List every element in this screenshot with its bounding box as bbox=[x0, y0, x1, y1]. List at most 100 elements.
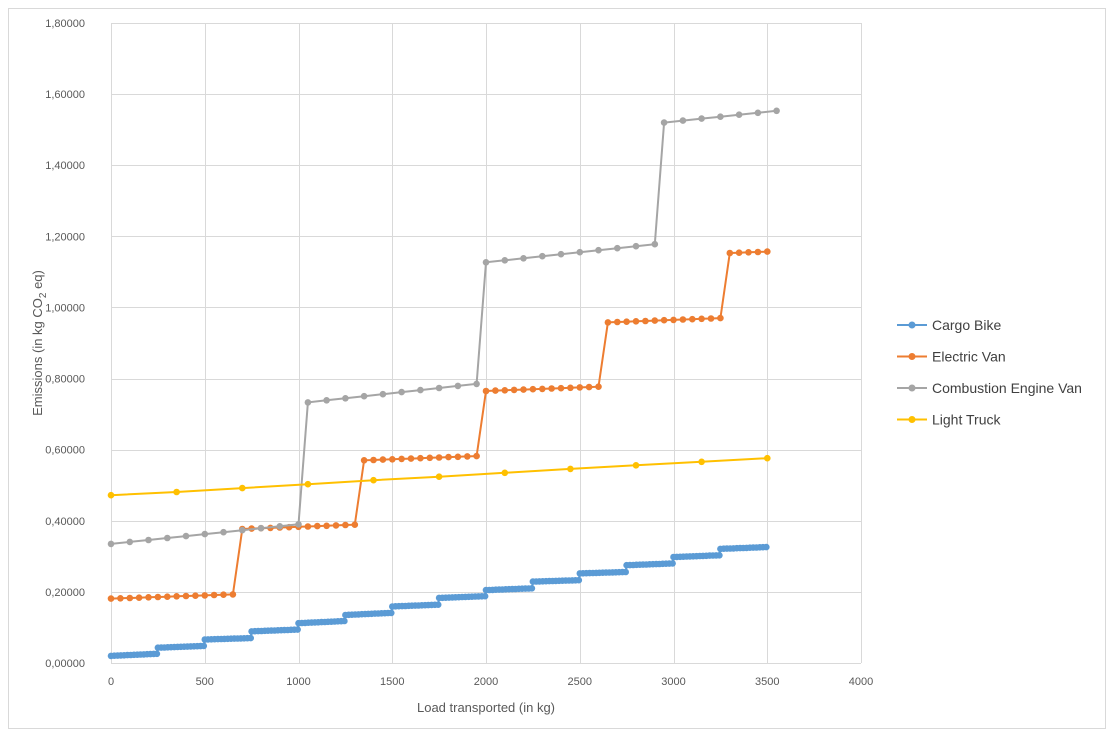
data-point bbox=[398, 455, 405, 463]
data-point bbox=[689, 315, 696, 323]
data-point bbox=[764, 248, 771, 255]
legend-label: Light Truck bbox=[932, 412, 1001, 428]
data-point bbox=[445, 453, 452, 461]
data-point bbox=[698, 458, 705, 466]
x-tick-label: 0 bbox=[108, 676, 114, 688]
legend: Cargo Bike Electric Van Combustion Engine … bbox=[897, 317, 1082, 428]
data-point bbox=[717, 113, 724, 120]
legend-item: Light Truck bbox=[897, 412, 1001, 428]
data-point bbox=[482, 387, 490, 395]
data-point bbox=[716, 552, 723, 559]
data-point bbox=[717, 314, 724, 322]
data-point bbox=[370, 476, 377, 484]
x-tick-label: 4000 bbox=[849, 676, 873, 688]
data-point bbox=[398, 388, 405, 396]
data-point bbox=[520, 254, 527, 262]
data-point bbox=[220, 528, 227, 536]
legend-swatch-marker bbox=[908, 416, 916, 423]
data-point bbox=[614, 244, 621, 252]
y-axis-title-end: eq) bbox=[30, 270, 45, 292]
data-point bbox=[229, 591, 237, 598]
x-tick-label: 1000 bbox=[286, 676, 310, 688]
data-point bbox=[239, 526, 246, 534]
data-point bbox=[492, 387, 499, 394]
data-point bbox=[567, 465, 574, 473]
data-point bbox=[323, 397, 330, 404]
data-point bbox=[623, 318, 630, 326]
legend-label: Cargo Bike bbox=[932, 317, 1001, 333]
data-point bbox=[698, 115, 705, 122]
data-point bbox=[323, 522, 330, 530]
y-tick-label: 1,60000 bbox=[45, 89, 85, 101]
data-point bbox=[314, 522, 321, 530]
legend-swatch-marker bbox=[908, 384, 916, 392]
data-point bbox=[417, 454, 424, 462]
data-point bbox=[567, 384, 574, 392]
data-point bbox=[454, 453, 462, 461]
data-point bbox=[529, 385, 537, 393]
data-point bbox=[164, 593, 171, 600]
data-point bbox=[192, 592, 199, 599]
data-point bbox=[642, 317, 649, 325]
data-point bbox=[173, 488, 180, 496]
legend-swatch-marker bbox=[908, 353, 916, 360]
data-point bbox=[304, 480, 312, 488]
data-point bbox=[135, 594, 143, 601]
data-point bbox=[107, 491, 115, 499]
data-point bbox=[173, 593, 180, 600]
data-point bbox=[548, 385, 555, 392]
data-point bbox=[239, 484, 246, 492]
x-tick-label: 2000 bbox=[474, 676, 498, 688]
data-point bbox=[585, 383, 593, 391]
data-point bbox=[707, 315, 715, 322]
legend-label: Electric Van bbox=[932, 349, 1006, 365]
chart-frame bbox=[8, 8, 1106, 729]
data-point bbox=[182, 532, 190, 540]
data-point bbox=[360, 392, 368, 400]
data-point bbox=[200, 642, 208, 650]
data-point bbox=[539, 385, 546, 393]
data-point bbox=[201, 530, 209, 538]
data-point bbox=[670, 316, 677, 324]
data-point bbox=[332, 522, 340, 529]
data-point bbox=[276, 523, 284, 530]
data-point bbox=[473, 452, 480, 460]
series-cargo-bike bbox=[107, 543, 770, 660]
data-point bbox=[764, 454, 771, 462]
data-point bbox=[557, 250, 565, 258]
data-point bbox=[220, 591, 227, 598]
data-point bbox=[539, 252, 546, 260]
y-tick-label: 0,60000 bbox=[45, 445, 85, 457]
data-point bbox=[407, 455, 415, 462]
data-point bbox=[341, 617, 348, 625]
data-point bbox=[622, 568, 629, 576]
data-point bbox=[557, 384, 565, 392]
y-axis-title-subscript: 2 bbox=[38, 292, 49, 298]
data-point bbox=[182, 592, 190, 600]
data-point bbox=[726, 249, 734, 257]
x-axis-title: Load transported (in kg) bbox=[417, 700, 555, 715]
data-point bbox=[698, 315, 705, 323]
data-point bbox=[304, 523, 312, 530]
data-point bbox=[595, 383, 602, 391]
legend-swatch-marker bbox=[908, 321, 916, 329]
data-point bbox=[501, 469, 509, 477]
data-point bbox=[117, 595, 124, 602]
data-point bbox=[632, 462, 640, 469]
data-point bbox=[295, 521, 302, 528]
x-tick-label: 1500 bbox=[380, 676, 404, 688]
y-axis-tick-labels: 0,00000 0,20000 0,40000 0,60000 0,80000 1,000… bbox=[45, 18, 85, 670]
legend-item: Cargo Bike bbox=[897, 317, 1001, 333]
series-electric-van bbox=[107, 248, 771, 602]
y-tick-label: 1,20000 bbox=[45, 231, 85, 243]
data-point bbox=[247, 634, 254, 642]
data-point bbox=[501, 257, 509, 264]
data-point bbox=[679, 316, 687, 323]
data-point bbox=[107, 540, 115, 548]
y-tick-label: 1,00000 bbox=[45, 302, 85, 314]
data-point bbox=[145, 594, 152, 601]
data-point bbox=[735, 249, 743, 256]
y-axis-title: Emissions (in kg CO2 eq) bbox=[30, 270, 49, 416]
data-point bbox=[435, 384, 443, 392]
data-point bbox=[434, 601, 442, 608]
